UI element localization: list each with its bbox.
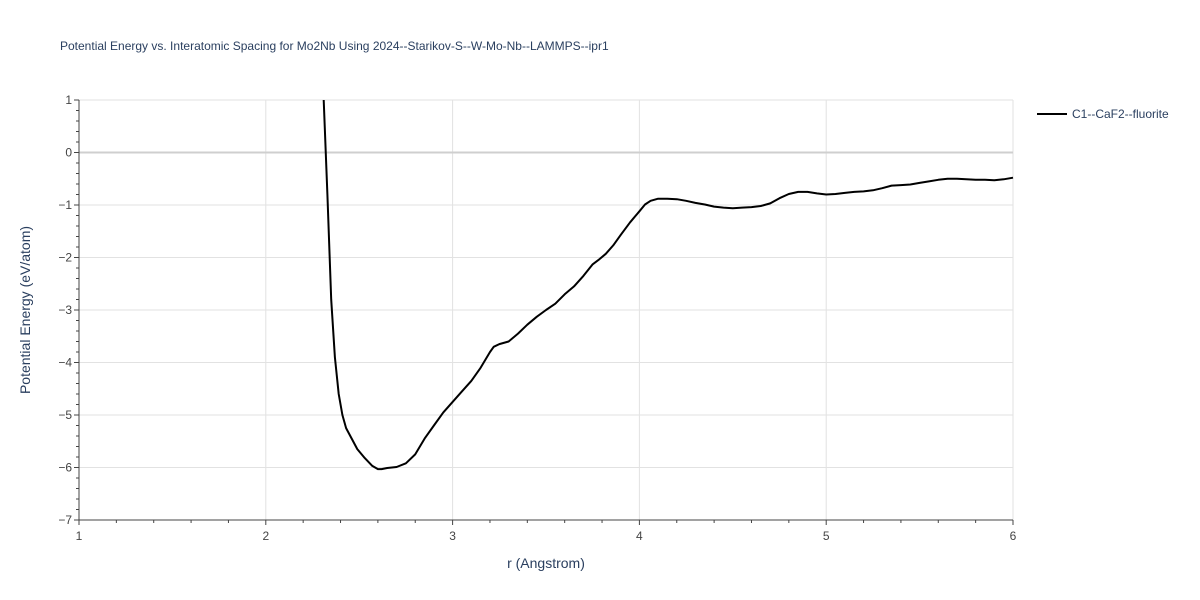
chart-title: Potential Energy vs. Interatomic Spacing… xyxy=(60,39,609,53)
y-tick-label: −5 xyxy=(58,408,72,422)
series-line xyxy=(322,99,1014,471)
y-tick-label: −7 xyxy=(58,513,72,527)
legend-label: C1--CaF2--fluorite xyxy=(1072,107,1169,121)
y-tick-label: 1 xyxy=(65,93,72,107)
x-tick-label: 4 xyxy=(636,529,643,543)
y-axis: −7 −6 −5 −4 −3 −2 −1 0 1 xyxy=(58,93,79,527)
y-tick-label: −6 xyxy=(58,461,72,475)
y-axis-title: Potential Energy (eV/atom) xyxy=(17,226,33,394)
x-tick-label: 5 xyxy=(823,529,830,543)
plot-area xyxy=(322,99,1014,471)
x-axis: 1 2 3 4 5 6 xyxy=(76,520,1017,543)
y-tick-label: −3 xyxy=(58,303,72,317)
y-tick-label: 0 xyxy=(65,146,72,160)
y-tick-label: −2 xyxy=(58,251,72,265)
y-tick-label: −4 xyxy=(58,356,72,370)
x-axis-title: r (Angstrom) xyxy=(507,555,585,571)
x-tick-label: 3 xyxy=(449,529,456,543)
y-tick-label: −1 xyxy=(58,198,72,212)
legend[interactable]: C1--CaF2--fluorite xyxy=(1037,107,1169,121)
x-tick-label: 2 xyxy=(262,529,269,543)
x-tick-label: 6 xyxy=(1010,529,1017,543)
x-tick-label: 1 xyxy=(76,529,83,543)
